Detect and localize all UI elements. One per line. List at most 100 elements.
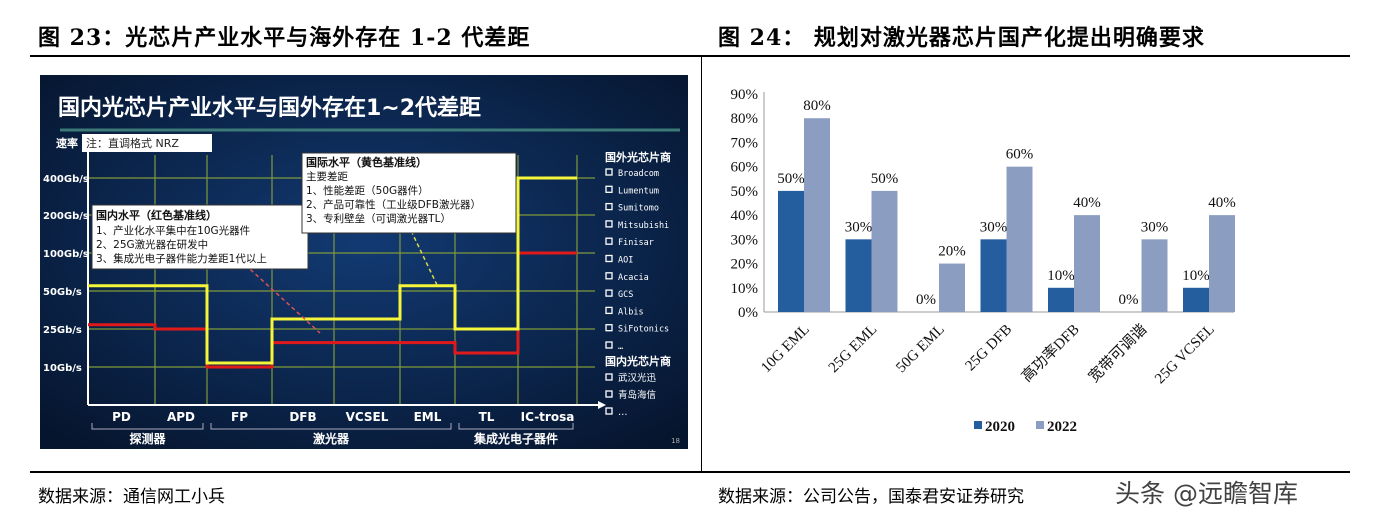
- figure-24-heading: 图 24： 规划对激光器芯片国产化提出明确要求: [718, 25, 1205, 51]
- domestic-callout-line: 1、产业化水平集中在10G光器件: [96, 224, 250, 237]
- data-label: 60%: [1006, 147, 1034, 163]
- bar-2020: [845, 239, 872, 312]
- category-label: PD: [112, 410, 131, 424]
- data-label: 10%: [1047, 268, 1075, 284]
- bar-2020: [980, 239, 1007, 312]
- checkbox-icon: [605, 324, 613, 332]
- x-axis-arrow: [598, 401, 606, 409]
- international-callout-line: 3、专利壁垒（可调激光器TL）: [306, 212, 451, 225]
- domestic-callout: [91, 204, 309, 270]
- checkbox-icon: [605, 220, 613, 228]
- domestic-level-line: [88, 251, 577, 369]
- foreign-vendor: Mitsubishi: [618, 221, 669, 231]
- category-label: TL: [479, 410, 495, 424]
- y-tick-label: 60%: [731, 160, 759, 176]
- group-bracket: [210, 423, 452, 430]
- y-tick-label: 25Gb/s: [43, 325, 82, 336]
- group-label: 探测器: [129, 431, 166, 446]
- foreign-vendor: GCS: [618, 290, 633, 300]
- category-label: APD: [167, 410, 195, 424]
- group-bracket: [91, 423, 204, 430]
- foreign-vendor: SiFotonics: [618, 325, 669, 335]
- checkbox-icon: [605, 237, 613, 245]
- data-label: 30%: [845, 219, 873, 235]
- legend-label: 2022: [1047, 419, 1077, 435]
- checkbox-icon: [605, 202, 613, 211]
- legend-swatch-2020: [974, 421, 982, 429]
- data-label: 20%: [938, 244, 966, 260]
- foreign-vendor: Sumitomo: [618, 204, 659, 214]
- data-label: 40%: [1208, 195, 1236, 211]
- y-tick-label: 90%: [731, 87, 759, 103]
- checkbox-icon: [605, 306, 613, 315]
- x-tick-label: 高功率DFB: [1018, 321, 1082, 385]
- data-label: 40%: [1073, 195, 1101, 211]
- bar-2020: [1183, 287, 1209, 312]
- top-rule: [30, 55, 1350, 57]
- y-tick-label: 0%: [738, 305, 758, 321]
- category-label: IC-trosa: [521, 410, 575, 424]
- foreign-vendor: Lumentum: [618, 186, 659, 196]
- legend-label: 2020: [985, 419, 1015, 435]
- foreign-vendor: Finisar: [618, 238, 654, 248]
- bar-2022: [871, 190, 898, 312]
- y-tick-label: 30%: [731, 232, 759, 248]
- domestic-vendor: 青岛海信: [618, 389, 656, 401]
- bar-2020: [778, 190, 804, 312]
- slide-page-number: 18: [671, 437, 680, 445]
- bar-2022: [1141, 239, 1168, 312]
- data-label: 30%: [1141, 219, 1169, 235]
- legend-swatch-2022: [1036, 421, 1044, 429]
- checkbox-icon: [605, 185, 613, 193]
- foreign-vendors-title: 国外光芯片商: [605, 150, 671, 164]
- x-tick-label: 25G DFB: [962, 322, 1015, 375]
- group-bracket: [458, 423, 574, 430]
- foreign-vendor: …: [618, 342, 623, 352]
- foreign-vendor: AOI: [618, 256, 633, 266]
- international-callout-title: 国际水平（黄色基准线）: [306, 155, 427, 169]
- data-label: 50%: [871, 171, 899, 187]
- checkbox-icon: [605, 289, 613, 297]
- figure-24-chart: 0% 10% 20% 30% 40% 50% 60% 70% 80% 90% 50% 80% 10G E…: [731, 87, 1236, 435]
- foreign-vendor: Albis: [618, 307, 644, 317]
- checkbox-icon: [605, 390, 613, 398]
- y-tick-label: 80%: [731, 111, 759, 127]
- international-callout: [301, 152, 517, 234]
- x-tick-label: 25G EML: [826, 322, 881, 377]
- bar-2022: [939, 263, 965, 312]
- figure-23-image: 国内光芯片产业水平与国外存在1~2代差距 400Gb/s 200Gb/s 100Gb/…: [40, 75, 688, 449]
- data-label: 80%: [803, 98, 831, 114]
- group-label: 激光器: [313, 431, 350, 446]
- y-tick-label: 50Gb/s: [43, 287, 82, 298]
- domestic-callout-title: 国内水平（红色基准线）: [96, 208, 217, 222]
- foreign-vendor: Broadcom: [618, 169, 659, 179]
- bar-2022: [1209, 215, 1235, 312]
- category-label: DFB: [289, 410, 316, 424]
- figure-24-source: 数据来源：公司公告，国泰君安证券研究: [718, 487, 1024, 507]
- y-tick-label: 400Gb/s: [43, 174, 89, 185]
- y-tick-label: 70%: [731, 135, 759, 151]
- x-tick-label: 10G EML: [758, 322, 813, 377]
- bottom-rule: [30, 471, 1350, 473]
- domestic-vendors-title: 国内光芯片商: [605, 354, 671, 368]
- data-label: 50%: [777, 171, 805, 187]
- international-callout-line: 1、性能差距（50G器件）: [306, 184, 429, 197]
- domestic-callout-line: 3、集成光电子器件能力差距1代以上: [96, 252, 267, 265]
- y-tick-label: 200Gb/s: [43, 211, 89, 222]
- checkbox-icon: [605, 254, 613, 263]
- category-label: FP: [231, 410, 248, 424]
- x-tick-label: 50G EML: [893, 322, 948, 377]
- checkbox-icon: [605, 341, 613, 349]
- foreign-vendor: Acacia: [618, 273, 649, 283]
- checkbox-icon: [605, 407, 613, 415]
- international-level-line: [88, 176, 577, 365]
- checkbox-icon: [605, 272, 613, 280]
- watermark: 头条 @远瞻智库: [1115, 479, 1298, 508]
- y-tick-label: 10Gb/s: [43, 363, 82, 374]
- category-label: VCSEL: [346, 410, 389, 424]
- domestic-vendor: 武汉光迅: [618, 372, 657, 384]
- bar-2020: [1048, 287, 1074, 312]
- x-tick-label: 宽带可调谐: [1085, 321, 1150, 386]
- data-label: 0%: [916, 292, 936, 308]
- data-label: 0%: [1119, 292, 1139, 308]
